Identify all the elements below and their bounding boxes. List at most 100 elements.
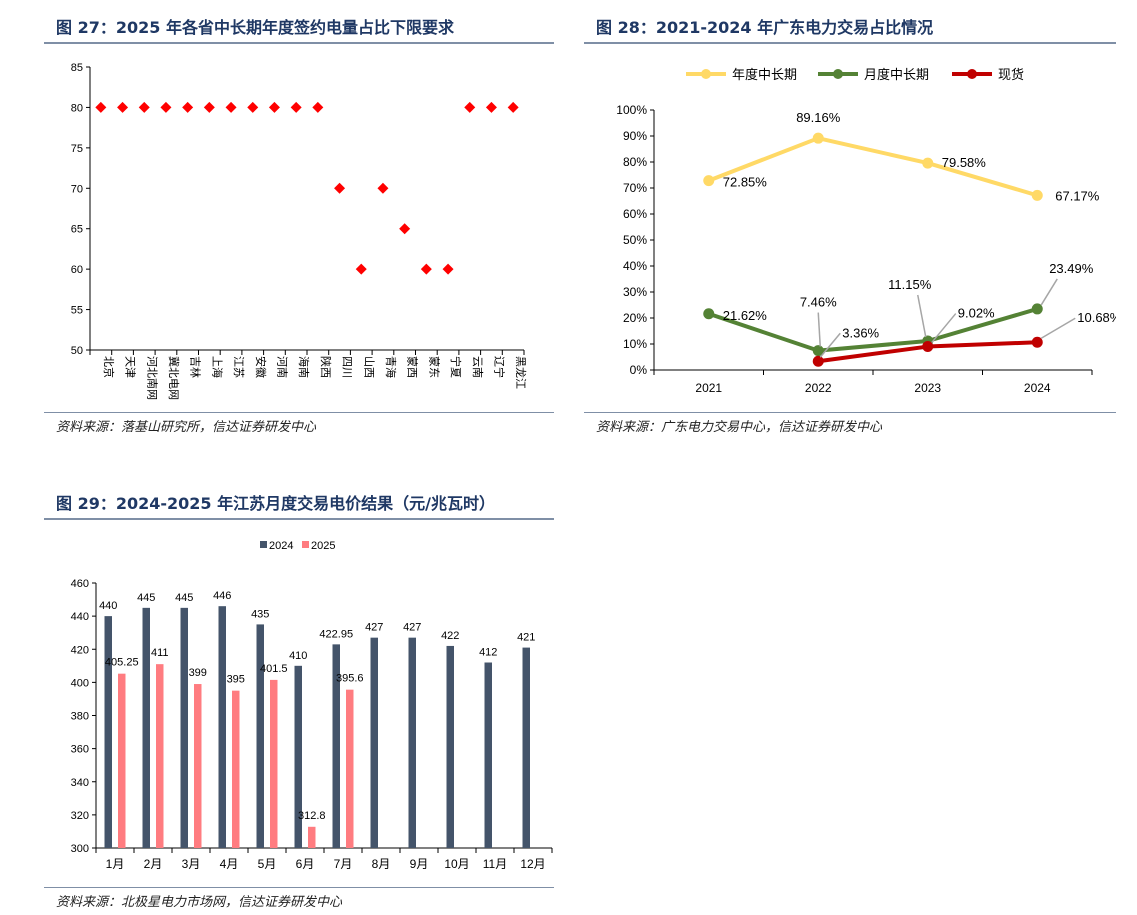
data-point	[290, 101, 302, 113]
data-point	[334, 182, 346, 194]
x-tick-label: 上海	[210, 356, 224, 378]
fig28-title-rule	[584, 42, 1116, 44]
fig27-chart: 50 55 60 65 70 75 80 85 北京 天津 河北南网 冀北电网 吉林 上海 江苏 安徽 河南 海南…	[71, 62, 527, 400]
data-label: 401.5	[260, 663, 288, 675]
data-point	[703, 175, 715, 187]
data-label: 445	[137, 592, 155, 604]
x-tick-label: 四川	[341, 356, 353, 378]
fig27-title: 图 27：2025 年各省中长期年度签约电量占比下限要求	[56, 18, 454, 37]
fig27-source: 资料来源：落基山研究所，信达证券研发中心	[56, 420, 317, 435]
x-tick-label: 5月	[258, 857, 277, 871]
legend-swatch	[302, 541, 309, 548]
x-tick-label: 1月	[106, 857, 125, 871]
data-point	[268, 101, 280, 113]
data-label: 72.85%	[723, 175, 768, 190]
bar	[142, 607, 150, 848]
y-tick-label: 340	[71, 777, 89, 789]
series-line	[708, 307, 1038, 353]
data-label: 421	[517, 632, 535, 644]
leader-line	[917, 294, 927, 338]
data-point	[182, 101, 194, 113]
y-tick-label: 60	[71, 264, 83, 276]
y-tick-label: 75	[71, 143, 83, 155]
bar	[294, 665, 302, 848]
bar	[484, 662, 492, 848]
y-tick-label: 65	[71, 224, 83, 236]
y-tick-label: 460	[71, 578, 89, 590]
bar	[194, 684, 202, 848]
fig28-source-rule	[584, 412, 1116, 413]
data-label: 3.36%	[842, 325, 879, 340]
data-point	[703, 308, 715, 320]
bar	[308, 826, 316, 848]
y-tick-label: 380	[71, 711, 89, 723]
fig28-title: 图 28：2021-2024 年广东电力交易占比情况	[596, 18, 934, 37]
data-point	[355, 263, 367, 275]
x-tick-label: 2022	[805, 381, 832, 395]
x-tick-label: 2月	[144, 857, 163, 871]
data-point	[922, 341, 934, 353]
data-label: 89.16%	[796, 110, 841, 125]
data-point	[1031, 189, 1043, 201]
x-tick-label: 11月	[483, 857, 507, 871]
bar	[408, 637, 416, 848]
y-tick-label: 85	[71, 62, 83, 74]
leader-line	[1040, 317, 1076, 339]
leader-line	[1040, 278, 1058, 306]
x-tick-label: 青海	[384, 356, 398, 378]
leader-line	[817, 312, 821, 347]
fig29-source: 资料来源：北极星电力市场网，信达证券研发中心	[56, 895, 343, 910]
y-tick-label: 90%	[623, 129, 647, 143]
x-tick-label: 2021	[695, 381, 722, 395]
x-tick-label: 河北南网	[145, 356, 158, 400]
data-label: 422	[441, 630, 459, 642]
data-point	[399, 223, 411, 235]
data-point	[812, 132, 824, 144]
x-tick-label: 陕西	[319, 356, 333, 378]
bar	[332, 644, 340, 848]
fig29-source-rule	[44, 887, 554, 888]
y-tick-label: 0%	[630, 363, 648, 377]
data-label: 446	[213, 590, 231, 602]
data-point	[312, 101, 324, 113]
x-tick-label: 9月	[410, 857, 429, 871]
y-tick-label: 70%	[623, 181, 647, 195]
x-tick-label: 蒙东	[427, 356, 440, 378]
x-tick-label: 宁夏	[449, 356, 463, 378]
x-tick-label: 2023	[914, 381, 941, 395]
fig27-title-rule	[44, 42, 554, 44]
x-tick-label: 天津	[124, 356, 137, 378]
data-label: 79.58%	[942, 155, 987, 170]
data-label: 412	[479, 647, 497, 659]
y-tick-label: 55	[71, 305, 83, 317]
data-label: 23.49%	[1049, 261, 1094, 276]
data-label: 427	[365, 622, 383, 634]
x-tick-label: 6月	[296, 857, 315, 871]
bar	[370, 637, 378, 848]
legend-marker	[701, 69, 711, 79]
data-label: 405.25	[105, 657, 139, 669]
data-label: 435	[251, 608, 269, 620]
data-label: 11.15%	[888, 277, 932, 292]
data-point	[812, 355, 824, 367]
fig27-source-rule	[44, 412, 554, 413]
data-label: 427	[403, 622, 421, 634]
x-tick-label: 3月	[182, 857, 201, 871]
bar	[232, 690, 240, 848]
x-tick-label: 4月	[220, 857, 239, 871]
x-tick-label: 蒙西	[406, 356, 419, 378]
legend-label: 月度中长期	[864, 67, 929, 82]
y-tick-label: 10%	[623, 337, 647, 351]
y-tick-label: 60%	[623, 207, 647, 221]
bar	[156, 664, 164, 848]
y-tick-label: 420	[71, 644, 89, 656]
x-tick-label: 吉林	[189, 356, 203, 378]
data-point	[160, 101, 172, 113]
bar	[446, 645, 454, 848]
data-label: 399	[189, 667, 207, 679]
data-label: 445	[175, 592, 193, 604]
data-point	[225, 101, 237, 113]
fig28-source: 资料来源：广东电力交易中心，信达证券研发中心	[596, 420, 883, 435]
y-tick-label: 40%	[623, 259, 647, 273]
data-point	[1031, 336, 1043, 348]
